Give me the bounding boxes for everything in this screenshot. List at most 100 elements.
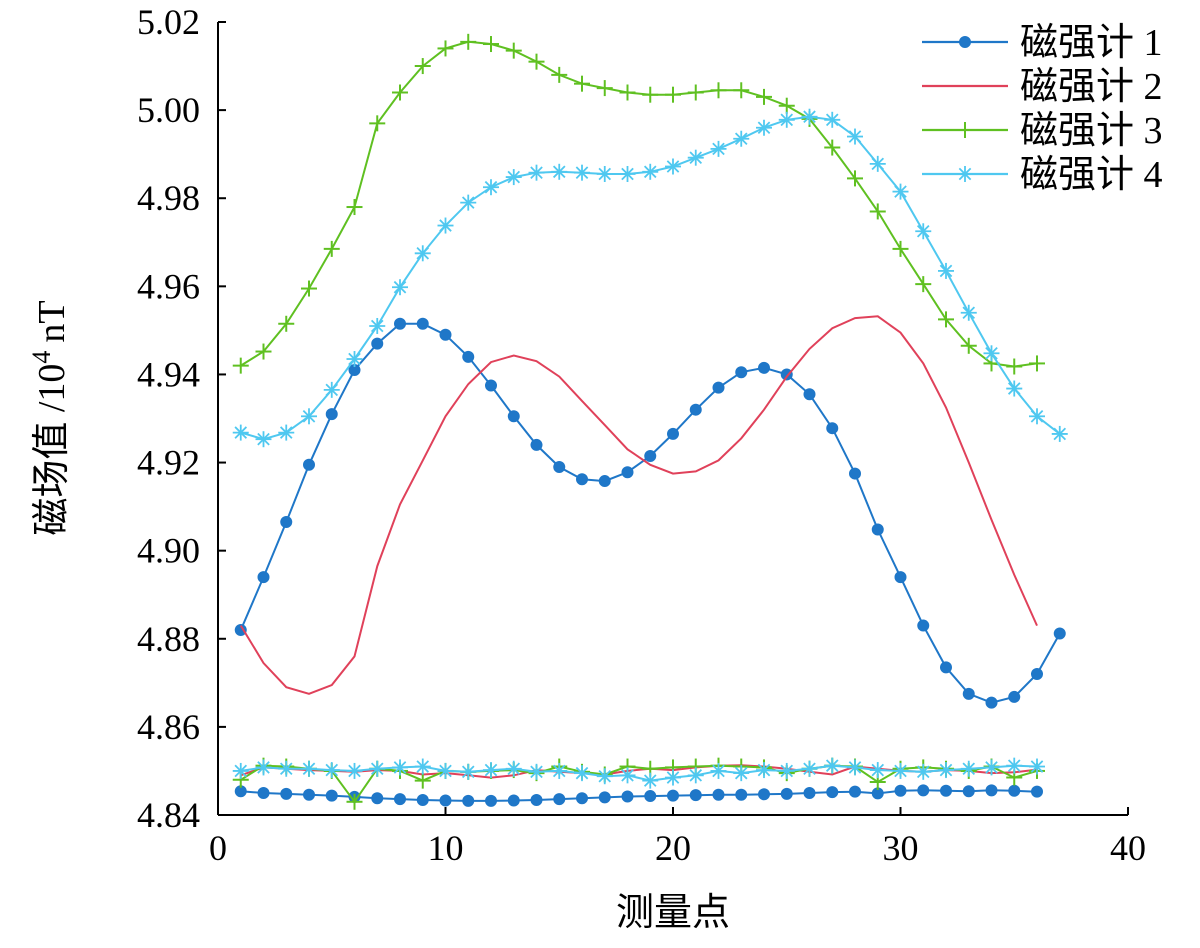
baseline-series-1-point [803,786,816,799]
baseline-series-4-point [687,767,704,784]
series-3-point [346,199,363,216]
ticks-group: 0 10 20 30 40 4.84 4.86 4.88 4.90 4.92 4.94 4.96 4.9… [137,2,1146,868]
series-4-point [1051,425,1068,442]
x-tick-label: 20 [655,828,691,868]
legend-item-1: 磁强计 1 [922,22,1163,64]
series-3-point [596,80,613,97]
baseline-series-4-point [574,765,590,782]
y-tick-label: 5.00 [137,90,200,130]
series-1-point [416,317,429,330]
legend-item-2: 磁强计 2 [922,66,1163,108]
legend-label-4: 磁强计 4 [1020,154,1163,196]
baseline-series-4-point [232,762,249,779]
baseline-series-1-point [280,787,293,800]
baseline-series-4-point [505,760,522,777]
series-4-point [301,408,317,425]
x-tick-label: 40 [1110,828,1146,868]
series-3-point [869,203,886,220]
baseline-series-4-point [756,762,772,779]
series-1-point [621,466,634,479]
series-4-point [255,431,272,448]
baseline-series-1-point [894,784,907,797]
series-3-point [733,82,750,99]
series-3 [232,33,1045,375]
series-2-line [239,315,1038,695]
baseline-series-1-point [1008,784,1021,797]
baseline-series-3-point [414,772,431,789]
legend-marker-3 [957,122,973,138]
y-axis-title-unit: nT [31,300,73,342]
series-2 [239,315,1038,695]
baseline-series-1-point [257,786,270,799]
series-3-point [665,86,681,103]
baseline-series-4-point [369,760,386,777]
y-axis-title: 磁场值 /104 nT [27,300,73,535]
series-3-point [892,240,909,257]
series-3-point [756,88,772,105]
baseline-series-4-point [460,763,477,780]
series-1-point [1008,690,1021,703]
series-3-point [847,170,863,187]
baseline-series-4-point [528,763,545,780]
series-4-point [596,165,613,182]
series-1-point [940,661,952,674]
y-tick-label: 4.88 [137,619,200,659]
series-3-point [323,240,340,257]
series-3-point [960,337,977,354]
legend-label-1: 磁强计 1 [1020,22,1163,64]
baseline-series-4-point [346,762,363,779]
baseline-series-1-point [371,792,384,805]
baseline-series-1-point [712,788,725,801]
baseline-series-1-point [849,785,861,798]
x-axis-title: 测量点 [616,892,730,934]
series-1-point [803,388,816,401]
baseline-series-1-point [553,793,566,806]
baseline-series-1-point [507,794,520,807]
series-1-point [485,379,497,392]
legend-label-3: 磁强计 3 [1020,110,1163,152]
series-1-point [325,408,338,421]
baseline-series-1-point [416,794,429,807]
plot-series-group [232,33,1068,810]
series-4-point [983,345,1000,362]
series-1-point [871,523,884,536]
baseline-series-1-point [394,793,406,806]
y-tick-label: 4.98 [137,178,200,218]
baseline-series-4-point [960,760,977,777]
baseline-series-1-point [826,786,839,799]
baseline-series-4 [232,757,1045,789]
series-3-point [460,33,477,50]
series-4-point [1006,380,1023,397]
baseline-series-4-point [414,758,431,775]
series-4-point [483,179,499,196]
series-1-point [507,410,520,423]
series-1-point [735,366,748,379]
series-1-point [371,337,384,350]
axes-group [217,22,1128,816]
series-4-point [505,169,522,186]
baseline-series-1-point [735,788,748,801]
baseline-series-1-point [439,794,452,807]
series-1-point [644,449,657,462]
series-3-line [240,40,1038,368]
series-1 [234,317,1066,709]
series-1-point [667,427,679,440]
series-3-point [278,315,295,332]
series-3-point [642,86,659,103]
baseline-series-4-point [1029,758,1045,775]
series-3-point [778,97,795,114]
series-3-point [574,75,590,92]
baseline-series-4-point [778,762,795,779]
series-3-point [528,53,545,70]
series-3-point [483,36,499,53]
baseline-series-1-point [780,787,793,800]
series-1-point [758,361,770,374]
series-1-point [303,458,315,471]
baseline-series-1-point [644,790,657,803]
legend-item-4: 磁强计 4 [922,154,1163,196]
series-3-point [369,115,386,132]
series-4-point [733,130,750,147]
series-4-point [528,164,545,181]
series-1-point [1031,668,1043,681]
